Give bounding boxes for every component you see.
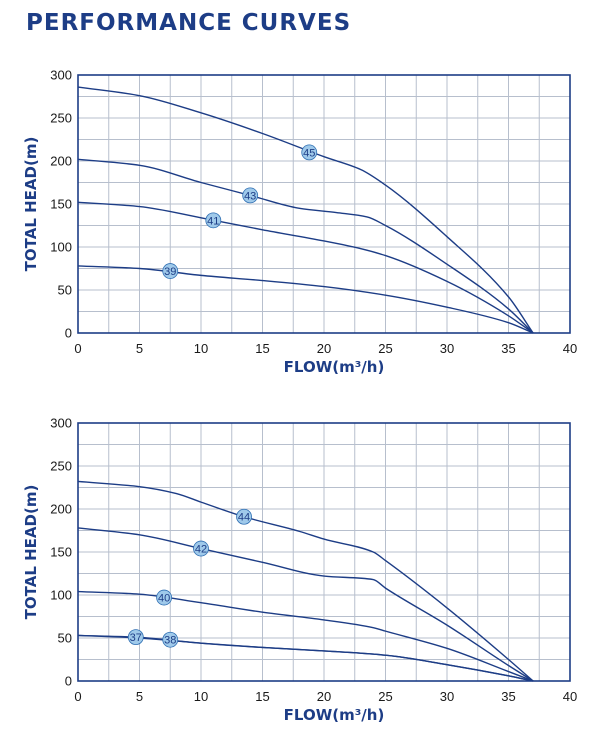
y-tick-label: 0 [65,326,72,341]
performance-chart-top: 0 5 10 15 20 25 30 35 40 0 50 100 150 200 250 300 FLOW(m… [22,68,577,377]
x-tick-label: 35 [501,689,515,704]
curve-marker-41 [205,212,222,229]
y-tick-label: 250 [50,111,72,126]
curve-39 [77,265,534,334]
y-tick-label: 300 [50,416,72,431]
x-tick-label: 35 [501,341,515,356]
x-tick-label: 40 [563,689,577,704]
y-tick-label: 100 [50,588,72,603]
y-tick-label: 100 [50,240,72,255]
x-tick-label: 30 [440,341,454,356]
page-title: PERFORMANCE CURVES [26,10,352,36]
curve-label-40: 40 [158,593,170,605]
x-tick-label: 15 [255,689,269,704]
x-tick-label: 10 [194,689,208,704]
y-tick-label: 200 [50,502,72,517]
curve-label-39: 39 [164,266,176,278]
curve-label-45: 45 [303,147,315,159]
curve-marker-38 [162,631,179,648]
curve-marker-44 [236,508,252,525]
curve-label-37: 37 [130,632,142,644]
curve-label-44: 44 [238,512,250,524]
curve-43 [77,158,534,334]
curve-37 [77,634,534,682]
curve-label-43: 43 [244,190,256,202]
x-tick-label: 5 [136,689,143,704]
x-tick-label: 10 [194,341,208,356]
x-tick-label: 30 [440,689,454,704]
y-tick-label: 300 [50,68,72,83]
y-axis-title: TOTAL HEAD(m) [22,137,40,272]
curve-label-41: 41 [207,215,219,227]
curve-marker-45 [301,144,318,161]
y-tick-label: 250 [50,459,72,474]
curve-marker-42 [193,540,209,557]
curve-marker-39 [162,263,179,279]
curve-38 [77,634,534,682]
plot-frame [77,422,571,682]
x-tick-label: 5 [136,341,143,356]
x-tick-label: 20 [317,341,331,356]
y-tick-label: 150 [50,545,72,560]
x-tick-label: 15 [255,341,269,356]
y-tick-label: 50 [58,631,72,646]
x-axis-title: FLOW(m³/h) [284,706,385,724]
curve-label-38: 38 [164,635,176,647]
y-tick-label: 0 [65,674,72,689]
y-axis-title: TOTAL HEAD(m) [22,485,40,620]
y-tick-label: 200 [50,154,72,169]
x-tick-label: 0 [74,689,81,704]
x-tick-label: 40 [563,341,577,356]
curve-marker-43 [242,187,259,204]
y-tick-label: 150 [50,197,72,212]
x-tick-label: 0 [74,341,81,356]
performance-chart-bottom: 0 5 10 15 20 25 30 35 40 0 50 100 150 200 250 300 FLOW(m… [22,416,577,725]
curve-44 [77,480,534,682]
x-tick-label: 25 [378,341,392,356]
curve-41 [77,201,534,334]
curve-marker-40 [156,589,173,606]
curve-marker-37 [127,629,144,646]
curve-label-42: 42 [195,544,207,556]
plot-frame [77,74,571,334]
curve-45 [77,86,534,334]
x-axis-title: FLOW(m³/h) [284,358,385,376]
curve-42 [77,527,534,682]
y-tick-label: 50 [58,283,72,298]
x-tick-label: 25 [378,689,392,704]
x-tick-label: 20 [317,689,331,704]
